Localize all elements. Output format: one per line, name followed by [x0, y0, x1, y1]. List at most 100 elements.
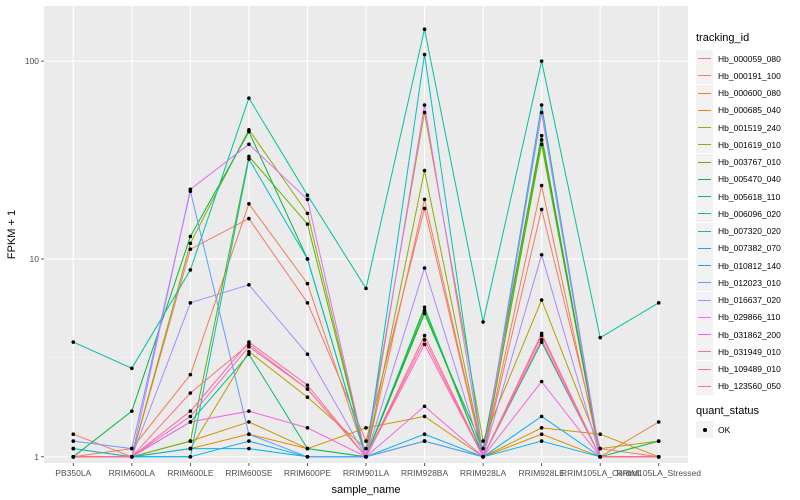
data-point — [422, 103, 427, 107]
data-point — [188, 241, 193, 246]
data-point — [247, 283, 251, 287]
data-point — [71, 446, 76, 451]
data-point — [305, 395, 310, 400]
y-tick-label: 1 — [34, 452, 39, 462]
legend-label: Hb_006096_020 — [718, 208, 781, 219]
data-point — [188, 301, 193, 305]
legend-line-swatch — [698, 127, 711, 129]
legend-quant-status: quant_status OK — [696, 405, 759, 439]
legend-item-ok: OK — [696, 421, 759, 439]
data-point — [539, 252, 544, 257]
data-point — [539, 103, 544, 107]
legend-key — [696, 50, 713, 68]
legend-line-swatch — [698, 316, 711, 318]
data-point — [422, 439, 427, 443]
legend-label: Hb_007320_020 — [718, 226, 781, 237]
data-point — [247, 342, 251, 347]
legend-key — [696, 67, 713, 85]
data-point — [422, 197, 427, 202]
legend-key — [696, 119, 713, 137]
legend-label: Hb_005618_110 — [718, 191, 781, 202]
y-tick-label: 10 — [30, 254, 40, 264]
legend-key — [696, 377, 713, 395]
legend-line-swatch — [698, 144, 711, 146]
legend-label: Hb_031949_010 — [718, 346, 781, 357]
legend-line-swatch — [698, 351, 711, 353]
data-point — [422, 432, 427, 437]
legend-label: Hb_003767_010 — [718, 157, 781, 168]
data-point — [188, 446, 193, 451]
legend-line-swatch — [698, 265, 711, 267]
data-point — [598, 432, 602, 437]
data-point — [188, 439, 193, 443]
legend-label: Hb_031862_200 — [718, 329, 781, 340]
data-point — [247, 216, 251, 221]
y-axis-title: FPKM + 1 — [6, 210, 18, 259]
legend-key — [696, 222, 713, 240]
series-group — [71, 27, 661, 459]
legend-label: Hb_010812_140 — [718, 260, 781, 271]
data-point — [539, 133, 544, 138]
legend-line-swatch — [698, 247, 711, 249]
data-point — [130, 366, 134, 371]
data-point — [539, 142, 544, 147]
y-axis: 1 10 100 — [25, 56, 44, 462]
data-point — [539, 379, 544, 384]
legend-label: Hb_123560_050 — [718, 381, 781, 392]
legend-label: Hb_109489_010 — [718, 364, 781, 375]
x-tick-label: RRIM901LA — [343, 468, 390, 478]
data-point — [188, 409, 193, 413]
legend-key — [696, 360, 713, 378]
data-point — [422, 333, 427, 338]
data-point — [539, 110, 544, 115]
legend-title-quant-status: quant_status — [696, 405, 759, 417]
legend-item: Hb_123560_050 — [696, 377, 800, 395]
data-point — [188, 454, 193, 459]
data-point — [305, 301, 310, 305]
data-point — [422, 168, 427, 173]
data-point — [422, 52, 427, 57]
data-point — [598, 454, 602, 459]
data-point — [422, 342, 427, 347]
x-tick-label: RRIM600PE — [284, 468, 332, 478]
legend-key — [696, 170, 713, 188]
legend-key — [696, 84, 713, 102]
legend-line-swatch — [698, 161, 711, 163]
legend-line-swatch — [698, 196, 711, 198]
x-tick-label: RRIM600LA — [109, 468, 156, 478]
data-point — [539, 338, 544, 342]
point-icon — [703, 428, 707, 432]
legend-label: Hb_007382_070 — [718, 243, 781, 254]
legend-item: Hb_005618_110 — [696, 188, 800, 206]
legend-label-ok: OK — [718, 424, 731, 435]
data-point — [481, 454, 485, 459]
legend-line-swatch — [698, 282, 711, 284]
data-point — [422, 414, 427, 419]
data-point — [539, 414, 544, 419]
data-point — [598, 335, 602, 340]
data-point — [247, 202, 251, 206]
legend-label: Hb_000600_080 — [718, 88, 781, 99]
data-point — [247, 96, 251, 100]
data-point — [364, 454, 368, 459]
data-point — [188, 234, 193, 239]
legend-line-swatch — [698, 178, 711, 180]
legend-item: Hb_109489_010 — [696, 360, 800, 378]
x-tick-label: RRIM928BA — [401, 468, 449, 478]
data-point — [188, 391, 193, 395]
legend-label: Hb_016637_020 — [718, 295, 781, 306]
data-point — [188, 372, 193, 377]
data-point — [71, 340, 76, 344]
legend-line-swatch — [698, 58, 711, 60]
data-point — [247, 352, 251, 356]
data-point — [364, 439, 368, 443]
legend-label: Hb_005470_040 — [718, 174, 781, 185]
data-point — [247, 142, 251, 147]
data-point — [305, 387, 310, 391]
data-point — [247, 409, 251, 413]
data-point — [364, 446, 368, 451]
data-point — [422, 206, 427, 211]
data-point — [364, 426, 368, 430]
legend-line-swatch — [698, 334, 711, 336]
